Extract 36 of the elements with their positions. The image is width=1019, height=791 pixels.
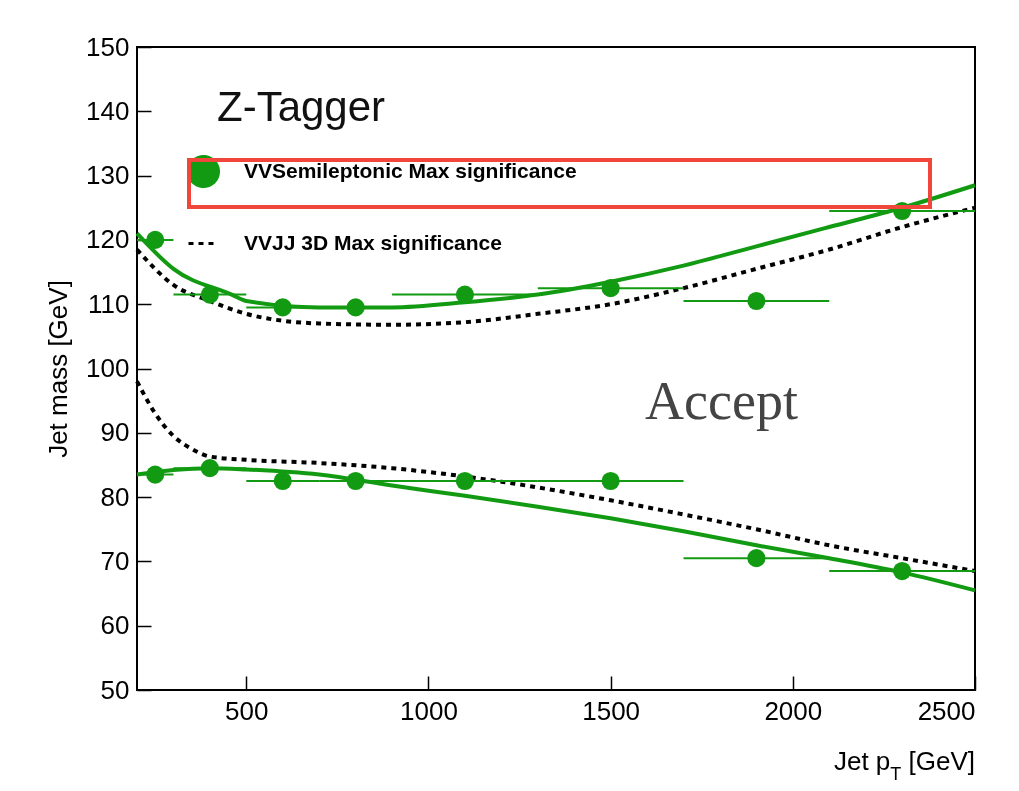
point <box>601 471 620 491</box>
y-tick-label: 60 <box>100 610 130 641</box>
y-tick-label: 100 <box>86 353 130 383</box>
y-tick-label: 70 <box>100 545 130 576</box>
x-tick-label: 1500 <box>582 695 641 726</box>
point <box>893 561 912 581</box>
legend-label: VVSemileptonic Max significance <box>244 158 577 182</box>
x-tick-label: 2000 <box>764 695 823 726</box>
point <box>346 298 365 317</box>
point <box>200 285 219 304</box>
point <box>346 471 365 491</box>
y-axis-title: Jet mass [GeV] <box>43 280 74 458</box>
point <box>200 459 219 478</box>
y-tick-label: 80 <box>100 481 130 512</box>
y-tick-label: 130 <box>86 160 130 191</box>
y-tick-label: 140 <box>86 95 130 126</box>
point <box>146 230 165 249</box>
x-axis-title: Jet p$_{T}$ [GeV] <box>833 746 975 784</box>
annotation: Accept <box>645 371 798 431</box>
point <box>273 471 292 491</box>
y-tick-label: 120 <box>86 224 130 255</box>
y-tick-label: 110 <box>88 288 130 319</box>
y-tick-label: 90 <box>100 417 130 448</box>
point <box>146 465 165 484</box>
legend-label: VVJJ 3D Max significance <box>244 230 502 254</box>
x-tick-label: 1000 <box>400 695 458 726</box>
point <box>455 471 474 491</box>
point <box>747 291 766 311</box>
x-tick-label: 500 <box>225 695 269 726</box>
y-tick-label: 150 <box>86 31 130 62</box>
x-tick-label: 2500 <box>917 695 976 726</box>
point <box>273 298 292 317</box>
y-tick-label: 50 <box>100 674 130 705</box>
text: Z-Tagger <box>217 83 386 130</box>
point <box>747 549 766 568</box>
point <box>601 279 620 298</box>
